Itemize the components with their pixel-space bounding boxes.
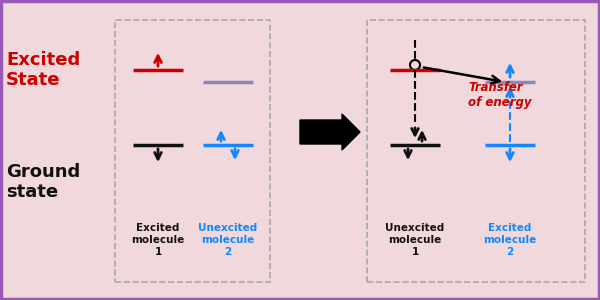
Text: Transfer
of energy: Transfer of energy [468,81,532,109]
FancyArrow shape [300,114,360,150]
Text: Excited
molecule
2: Excited molecule 2 [484,223,536,257]
Text: Unexcited
molecule
2: Unexcited molecule 2 [199,223,257,257]
Text: Excited
molecule
1: Excited molecule 1 [131,223,185,257]
Text: Ground
state: Ground state [6,163,80,201]
Text: Unexcited
molecule
1: Unexcited molecule 1 [385,223,445,257]
Text: Excited
State: Excited State [6,51,80,89]
